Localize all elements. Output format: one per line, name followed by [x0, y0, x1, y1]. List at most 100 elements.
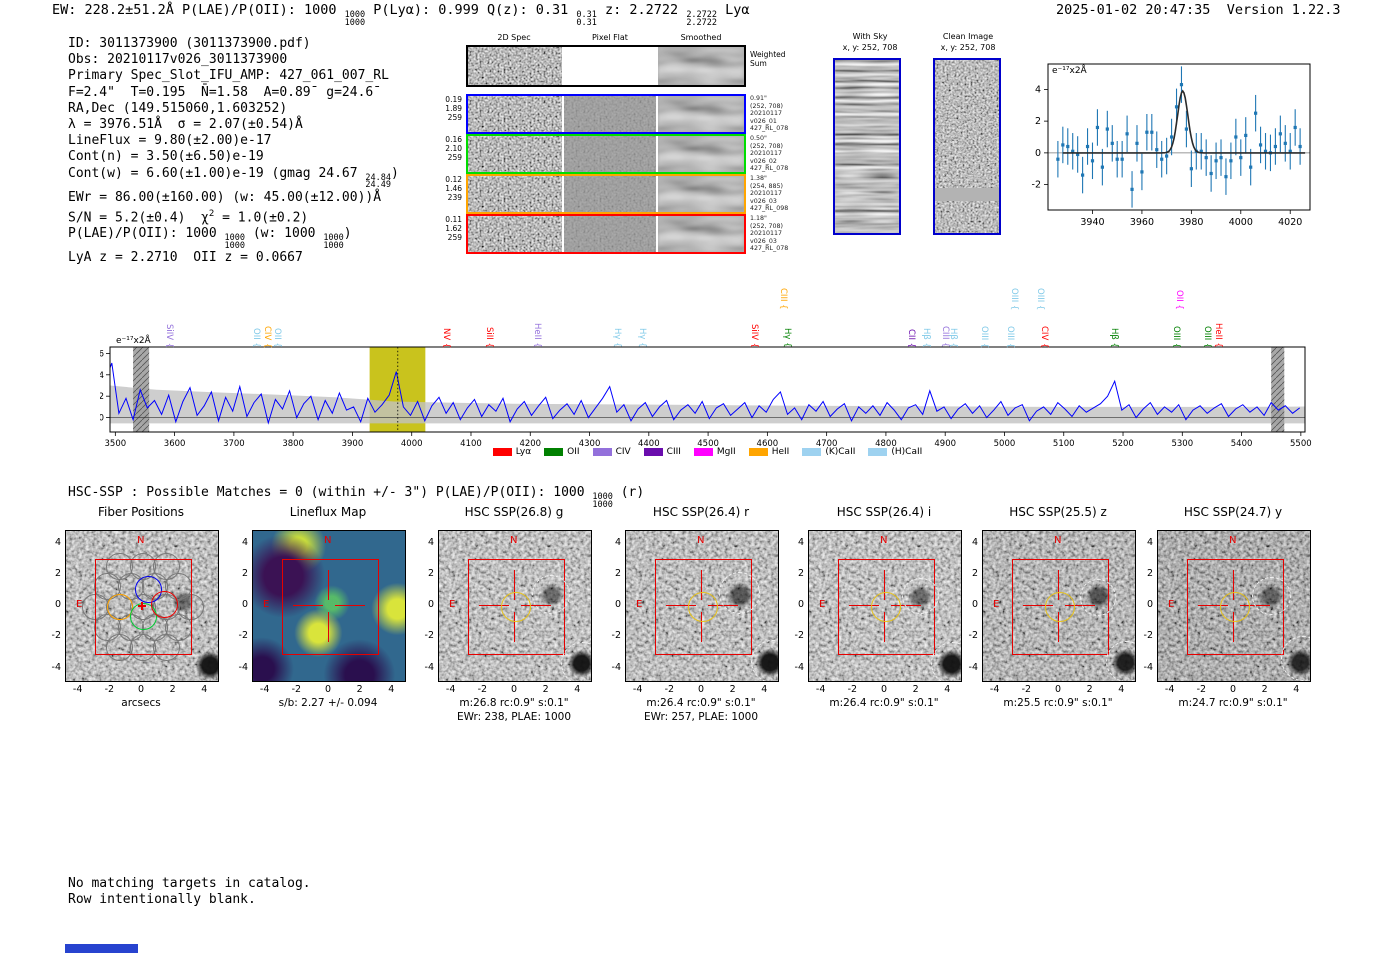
cutout-title: HSC SSP(26.4) r: [652, 505, 750, 519]
cutout-panel: Lineflux Map N E -4 -4 -2 -2 0 0 2 2 4 4 s/b: 2.27 +/…: [222, 505, 434, 735]
y-tick-label: 2: [427, 567, 434, 579]
yellow-aperture-circle: [870, 591, 902, 623]
legend-swatch: [544, 448, 564, 456]
spec2d-strip: [466, 214, 746, 254]
cutout-caption: EWr: 257, PLAE: 1000: [643, 711, 759, 723]
legend-label: MgII: [716, 447, 736, 457]
spec2d-image: [468, 216, 562, 252]
inset-units-label: e⁻¹⁷x2Å: [1052, 66, 1087, 76]
y-tick-label: -4: [51, 661, 61, 673]
legend-item: HeII: [748, 447, 790, 457]
compass-north: N: [510, 535, 518, 546]
emission-line-label: CIII {: [778, 288, 789, 310]
y-tick-label: 0: [1035, 148, 1041, 159]
data-point: [1066, 144, 1070, 149]
crosshair: [514, 611, 516, 643]
cutout-panel: HSC SSP(26.4) i N E -4 -4 -2 -2 0 0 2 2 4 4 m:26.4 rc…: [778, 505, 990, 735]
x-tick-label: 2: [542, 684, 549, 695]
fiber-info-line: 20210117: [750, 110, 783, 118]
fiber-weight-value: 1.46: [445, 183, 462, 193]
fiber-info-line: 427_RL_098: [750, 205, 789, 213]
emission-line-label: OII {: [250, 328, 261, 348]
x-tick-label: 4020: [1278, 217, 1302, 228]
cutout-caption: m:26.4 rc:0.9" s:0.1": [829, 697, 939, 709]
fiber-info-line: 0.50": [750, 135, 767, 142]
info-line: Cont(n) = 3.50(±6.50)e-19: [68, 149, 264, 165]
with-sky-image: [833, 58, 901, 235]
y-tick-label: 4: [100, 371, 104, 381]
compass-north: N: [1229, 535, 1237, 546]
selected-fiber-circle: [151, 590, 178, 618]
crosshair: [478, 605, 510, 607]
info-line: ID: 3011373900 (3011373900.pdf): [68, 36, 311, 51]
x-tick-label: 0: [1229, 684, 1237, 695]
emission-line-label: CIV {: [262, 326, 273, 349]
noise-texture: [564, 216, 656, 252]
x-tick-label: -4: [259, 684, 270, 695]
fiber-info-line: (254, 885): [750, 182, 783, 190]
cutout-xlabel: arcsecs: [121, 697, 161, 709]
clean-image-coords: x, y: 252, 708: [940, 43, 996, 52]
x-tick-label: 4500: [697, 439, 719, 449]
fiber-weight-value: 1.62: [445, 223, 462, 233]
fiber-info-line: 0.91": [750, 95, 767, 102]
data-point: [1120, 157, 1124, 161]
crosshair: [514, 569, 516, 601]
data-point: [1169, 135, 1174, 139]
legend-swatch: [802, 448, 822, 456]
report-summary-line: EW: 228.2±51.2Å P(LAE)/P(OII): 1000 1000…: [52, 2, 750, 28]
data-point: [1081, 173, 1085, 177]
x-tick-label: 4700: [816, 439, 838, 449]
legend-label: OII: [567, 447, 580, 457]
compass-east: E: [993, 599, 1000, 610]
crosshair: [701, 611, 703, 643]
y-tick-label: 4: [1146, 536, 1153, 548]
legend-item: MgII: [693, 447, 736, 457]
legend-item: OII: [544, 447, 580, 457]
x-tick-label: 4200: [519, 439, 541, 449]
x-tick-label: -2: [664, 684, 675, 695]
x-tick-label: 4400: [638, 439, 660, 449]
y-tick-label: 0: [241, 599, 248, 610]
x-tick-label: 3700: [223, 439, 245, 449]
x-tick-label: -2: [291, 684, 302, 695]
info-line: F=2.4" T=0.195 N̄=1.58 A=0.89̄ g=24.6̄: [68, 84, 374, 100]
legend-label: HeII: [771, 447, 790, 457]
compass-east: E: [263, 599, 270, 610]
x-tick-label: 3900: [342, 439, 364, 449]
line-fit-svg: 3940 3960 3980 4000 4020 -2 0 2 4: [1032, 63, 1311, 228]
yellow-aperture-circle: [500, 591, 532, 623]
y-tick-label: 0: [971, 599, 978, 610]
dashed-catalog-circle: [930, 641, 961, 681]
y-tick-label: 4: [54, 536, 61, 548]
pixel-flat-image: [564, 176, 656, 212]
data-point: [1239, 156, 1243, 160]
fiber-info-line: 1.38": [750, 175, 767, 182]
x-tick-label: -4: [815, 684, 826, 695]
spec2d-image: [468, 176, 562, 212]
x-tick-label: 4: [944, 684, 951, 695]
spectrum-line: [110, 362, 1301, 425]
crosshair: [1058, 611, 1060, 643]
x-tick-label: 4000: [1229, 217, 1253, 228]
spectrum-legend: Lyα OII CIV CIII MgII HeII (K)CaII (H)CaII: [100, 447, 1315, 457]
data-point: [1209, 171, 1213, 176]
noise-texture: [468, 216, 562, 252]
fiber-info-line: 1.18": [750, 215, 767, 222]
cutout-caption: m:26.8 rc:0.9" s:0.1": [459, 697, 569, 709]
compass-east: E: [76, 599, 83, 610]
smoothed-image: [658, 216, 744, 252]
data-point: [1095, 125, 1100, 130]
data-point: [1130, 187, 1134, 191]
x-tick-label: 4: [574, 684, 581, 695]
legend-label: (K)CaII: [825, 447, 856, 457]
spec2d-right-info: 0.50" (252, 708) 20210117 v026_02 427_RL_078: [750, 135, 810, 173]
x-tick-label: 4: [1293, 684, 1300, 695]
spec2d-strip: [466, 45, 746, 87]
y-tick-label: -2: [1143, 630, 1153, 642]
noise-texture: [658, 176, 744, 212]
red-extent-box: [281, 559, 379, 655]
stacked-fraction: 24.84 24.49: [365, 172, 392, 191]
